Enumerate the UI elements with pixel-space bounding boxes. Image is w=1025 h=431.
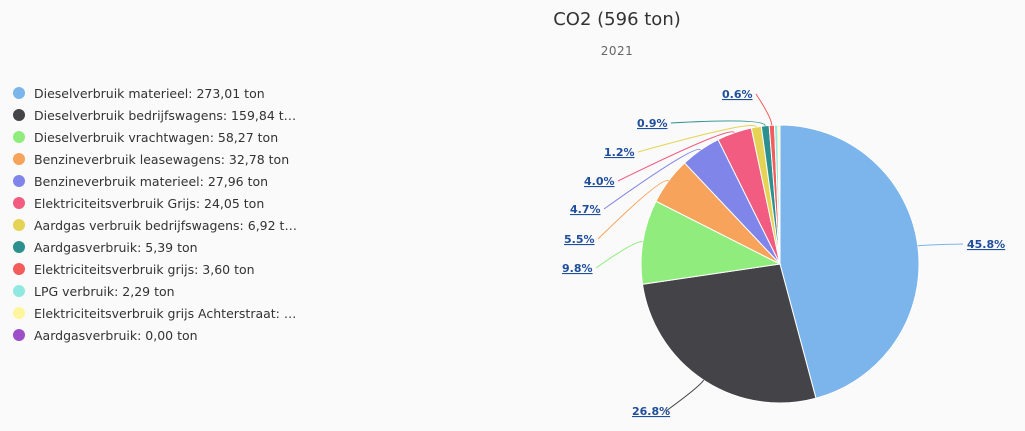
data-label-connector [670,120,766,127]
data-labels: 45.8% 26.8% 9.8% 5.5% 4.7% 4.0% 1.2% 0.9% 0.6% [562,88,1005,418]
legend-item[interactable]: Aardgas verbruik bedrijfswagens: 6,92 t… [34,218,297,233]
legend-item[interactable]: Dieselverbruik bedrijfswagens: 159,84 t… [34,108,296,123]
pie-slice[interactable] [640,200,782,285]
data-label-connector [665,379,705,412]
legend-marker[interactable] [13,175,25,187]
legend-marker[interactable] [13,87,25,99]
data-label: 1.2% [604,146,635,159]
chart-title: CO2 (596 ton) [553,9,681,30]
data-label: 4.0% [584,175,615,188]
legend-marker[interactable] [13,197,25,209]
legend-marker[interactable] [13,109,25,121]
data-label-connector [603,148,701,210]
chart-subtitle: 2021 [601,44,634,58]
legend-item[interactable]: Aardgasverbruik: 5,39 ton [34,240,198,255]
legend-item[interactable]: Benzineverbruik materieel: 27,96 ton [34,174,268,189]
legend-marker[interactable] [13,153,25,165]
data-label-connector [597,180,669,240]
data-label: 0.6% [722,88,753,101]
legend-item[interactable]: Dieselverbruik materieel: 273,01 ton [34,86,265,101]
legend-marker[interactable] [13,131,25,143]
data-label-connector [595,241,643,269]
legend-marker[interactable] [13,307,25,319]
pie-slice[interactable] [779,124,920,399]
pie-slice[interactable] [641,263,817,404]
data-label: 9.8% [562,262,593,275]
chart-legend: Dieselverbruik materieel: 273,01 ton Dies… [13,86,297,343]
data-label: 4.7% [570,203,601,216]
legend-marker[interactable] [13,241,25,253]
legend-marker[interactable] [13,285,25,297]
data-label-connector [917,243,964,247]
legend-item[interactable]: Aardgasverbruik: 0,00 ton [34,328,198,343]
data-label: 45.8% [967,238,1005,251]
legend-marker[interactable] [13,219,25,231]
data-label-connector [617,131,735,182]
legend-item[interactable]: Dieselverbruik vrachtwagen: 58,27 ton [34,130,278,145]
data-label-connectors [595,93,964,412]
legend-item[interactable]: Elektriciteitsverbruik grijs: 3,60 ton [34,262,255,277]
legend-item[interactable]: Benzineverbruik leasewagens: 32,78 ton [34,152,289,167]
legend-marker[interactable] [13,263,25,275]
legend-marker[interactable] [13,329,25,341]
legend-item[interactable]: LPG verbruik: 2,29 ton [34,284,175,299]
data-label: 0.9% [637,117,668,130]
data-label: 26.8% [632,405,670,418]
pie-slice[interactable] [777,124,781,265]
data-label-connector [755,93,773,126]
data-label: 5.5% [564,233,595,246]
data-label-connector [637,125,757,153]
legend-item[interactable]: Elektriciteitsverbruik Grijs: 24,05 ton [34,196,264,211]
pie-slices [640,124,920,404]
legend-item[interactable]: Elektriciteitsverbruik grijs Achterstraa… [34,306,296,321]
